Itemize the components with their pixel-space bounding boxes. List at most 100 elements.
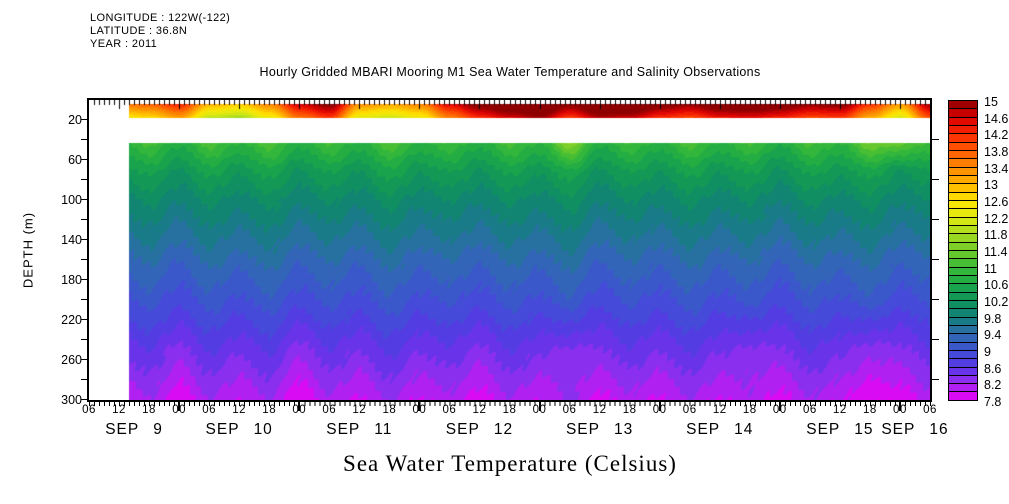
- date-label: SEP 14: [686, 421, 754, 438]
- hour-tick-label: 06: [923, 404, 937, 416]
- hour-tick-label: 06: [562, 404, 577, 416]
- colorbar-segment: [949, 384, 977, 393]
- hour-tick-label: 06: [682, 404, 697, 416]
- colorbar-label: 13.4: [984, 161, 1009, 176]
- colorbar-label: 8.6: [984, 361, 1002, 376]
- colorbar-segment: [949, 134, 977, 143]
- colorbar-segment: [949, 117, 977, 126]
- hour-tick-label: 18: [382, 404, 397, 416]
- colorbar-segment: [949, 350, 977, 360]
- colorbar-segment: [949, 392, 977, 400]
- depth-tick-label: 60: [68, 152, 82, 167]
- hour-tick-label: 18: [502, 404, 517, 416]
- colorbar-label: 15: [984, 95, 998, 109]
- colorbar-label: 8.2: [984, 378, 1002, 393]
- depth-tick-label: 100: [61, 192, 82, 207]
- midnight-tick: [778, 402, 781, 411]
- colorbar-segment: [949, 259, 977, 268]
- colorbar-segment: [949, 217, 977, 226]
- hour-tick-label: 18: [863, 404, 877, 416]
- midnight-tick: [418, 402, 421, 411]
- midnight-tick: [298, 402, 301, 411]
- colorbar-segment: [949, 225, 977, 235]
- hour-tick-label: 12: [592, 404, 607, 416]
- date-label: SEP 11: [326, 421, 393, 438]
- depth-tick-label: 260: [61, 352, 82, 367]
- hour-tick-label: 18: [142, 404, 156, 416]
- colorbar-segment: [949, 375, 977, 385]
- colorbar-label: 14.2: [984, 128, 1009, 143]
- midnight-tick: [538, 402, 541, 411]
- hour-tick-label: 06: [82, 404, 96, 416]
- colorbar-label: 9.8: [984, 311, 1002, 326]
- midnight-tick: [658, 402, 661, 411]
- colorbar-label: 14.6: [984, 111, 1009, 126]
- colorbar-segment: [949, 292, 977, 301]
- latitude-text: LATITUDE : 36.8N: [90, 25, 188, 37]
- depth-tick-label: 300: [61, 392, 82, 407]
- hour-tick-label: 12: [832, 404, 847, 416]
- colorbar-segment: [949, 192, 977, 201]
- colorbar-segment: [949, 309, 977, 318]
- colorbar-segment: [949, 142, 977, 151]
- depth-axis-label: DEPTH (m): [20, 211, 36, 289]
- colorbar-segment: [949, 209, 977, 218]
- depth-tick-label: 220: [61, 312, 82, 327]
- hour-tick-label: 12: [352, 404, 367, 416]
- hour-tick-label: 06: [322, 404, 337, 416]
- depth-tick-label: 180: [61, 272, 82, 287]
- colorbar-segment: [949, 175, 977, 185]
- colorbar-segment: [949, 150, 977, 160]
- hour-tick-label: 12: [472, 404, 487, 416]
- midnight-tick: [178, 402, 181, 411]
- longitude-text: LONGITUDE : 122W(-122): [90, 12, 231, 24]
- colorbar-label: 12.6: [984, 195, 1009, 209]
- colorbar-label: 9: [984, 345, 991, 359]
- date-label: SEP 9: [105, 421, 163, 438]
- date-label: SEP 13: [565, 421, 634, 438]
- plot-frame: [87, 98, 932, 402]
- colorbar-segment: [949, 342, 977, 351]
- hour-tick-label: 06: [802, 404, 817, 416]
- midnight-tick: [898, 402, 901, 411]
- hour-tick-label: 12: [232, 404, 247, 416]
- hour-ticks-bottom: [89, 402, 931, 406]
- hour-tick-label: 06: [202, 404, 217, 416]
- colorbar-segment: [949, 159, 977, 168]
- hour-tick-label: 12: [112, 404, 126, 416]
- colorbar-segment: [949, 242, 977, 251]
- hour-tick-label: 12: [712, 404, 727, 416]
- colorbar-segment: [949, 234, 977, 243]
- colorbar-segment: [949, 317, 977, 326]
- colorbar-label: 11.8: [984, 228, 1008, 243]
- date-label: SEP 12: [445, 421, 514, 438]
- header-info-block: LONGITUDE : 122W(-122) LATITUDE : 36.8N …: [90, 12, 230, 51]
- depth-ticks-left: [81, 100, 89, 401]
- date-label: SEP 15: [806, 421, 874, 438]
- hour-tick-label: 18: [742, 404, 757, 416]
- colorbar-segment: [949, 275, 977, 285]
- hour-tick-label: 18: [622, 404, 637, 416]
- colorbar: [948, 100, 978, 401]
- depth-ticks-right: [932, 100, 939, 401]
- colorbar-label: 13.8: [984, 145, 1009, 159]
- colorbar-label: 12.2: [984, 211, 1009, 226]
- colorbar-segment: [949, 101, 977, 110]
- colorbar-segment: [949, 367, 977, 376]
- colorbar-segment: [949, 125, 977, 135]
- colorbar-segment: [949, 250, 977, 260]
- colorbar-label: 13: [984, 178, 998, 193]
- colorbar-segment: [949, 284, 977, 293]
- colorbar-label: 9.4: [984, 328, 1002, 343]
- colorbar-segment: [949, 200, 977, 210]
- plot-title: Hourly Gridded MBARI Mooring M1 Sea Wate…: [259, 65, 761, 79]
- colorbar-label: 7.8: [984, 395, 1002, 409]
- depth-tick-label: 20: [68, 112, 82, 127]
- depth-tick-label: 140: [61, 232, 82, 247]
- colorbar-label: 11.4: [984, 245, 1008, 259]
- colorbar-segment: [949, 267, 977, 276]
- hour-tick-label: 06: [442, 404, 457, 416]
- colorbar-label: 11: [984, 261, 997, 276]
- colorbar-label: 10.6: [984, 278, 1009, 293]
